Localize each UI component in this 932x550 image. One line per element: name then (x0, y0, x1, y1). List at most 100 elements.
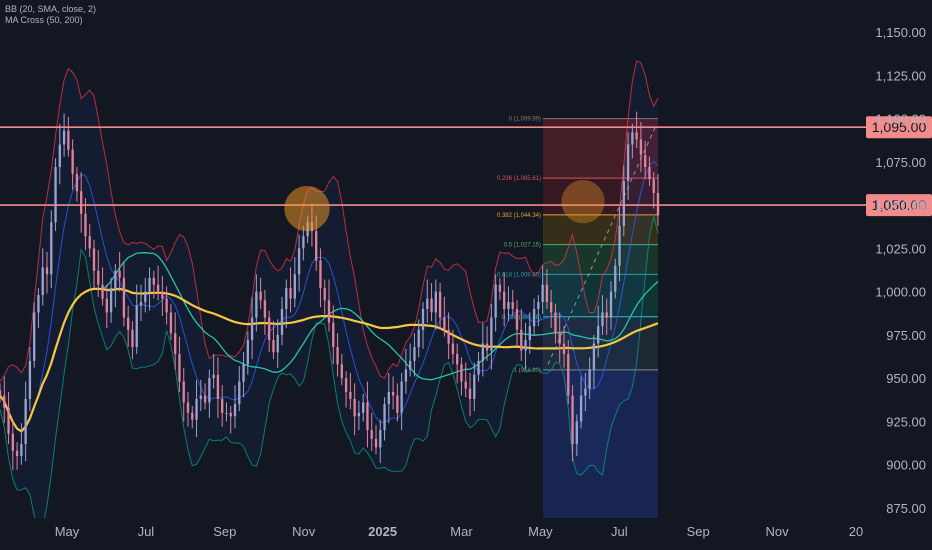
price-axis-label: 925.00 (886, 414, 926, 429)
candle-body (54, 167, 57, 223)
fib-zone (543, 178, 658, 215)
candle-body (238, 381, 241, 405)
candle-body (174, 333, 177, 354)
candle-body (438, 291, 442, 318)
candle-body (268, 317, 271, 341)
candle-body (622, 180, 625, 226)
bb-upper-line (0, 60, 659, 382)
candle-body (430, 298, 433, 313)
candle-body (263, 300, 267, 318)
candle-body (122, 277, 126, 318)
legend-ma-cross[interactable]: MA Cross (50, 200) (5, 15, 83, 25)
candle-body (225, 412, 228, 414)
time-axis-label: 20 (849, 524, 863, 539)
candle-body (50, 222, 53, 275)
candle-body (524, 340, 527, 351)
candle-body (323, 288, 326, 301)
candle-body (332, 322, 335, 348)
candle-body (233, 404, 237, 417)
time-axis-label: Nov (292, 524, 316, 539)
candle-body (490, 317, 493, 351)
time-axis[interactable]: May Jul Sep Nov 2025 Mar May Jul Sep Nov 20 (0, 518, 932, 550)
candle-body (601, 312, 604, 327)
price-tag (866, 116, 932, 139)
candle-body (105, 298, 108, 313)
candle-body (280, 308, 284, 335)
candle-body (652, 179, 655, 193)
price-axis-label: 1,025.00 (875, 241, 926, 256)
fib-level-label: 0.382 (1,044.34) (497, 213, 541, 219)
candle-body (537, 302, 540, 309)
candle-body (507, 302, 510, 309)
price-tag-label: 1,095.00 (872, 119, 927, 135)
candle-body (417, 329, 420, 348)
candle-body (216, 374, 220, 399)
candle-body (498, 284, 502, 292)
candle-body (554, 312, 557, 334)
time-axis-label: Jul (138, 524, 155, 539)
candle-body (28, 360, 32, 399)
legend-bollinger[interactable]: BB (20, SMA, close, 2) (5, 4, 97, 14)
candle-body (383, 404, 386, 431)
price-axis-label: 1,150.00 (875, 25, 926, 40)
horizontal-levels[interactable]: 1,095.00 1,050.00 (0, 116, 932, 217)
fib-zone (543, 274, 658, 317)
candle-body (37, 295, 40, 313)
candle-body (182, 381, 185, 403)
candle-body (528, 326, 531, 341)
candle-body (144, 291, 147, 303)
price-axis-label: 975.00 (886, 328, 926, 343)
candle-body (421, 308, 425, 330)
candle-body (156, 284, 160, 292)
candle-body (131, 329, 134, 348)
candle-body (45, 267, 49, 275)
bb-basis-line (0, 160, 659, 432)
candle-body (588, 369, 591, 389)
candle-body (259, 291, 262, 301)
candle-body (584, 388, 587, 396)
candle-body (285, 288, 288, 309)
candle-body (246, 340, 249, 365)
candle-body (3, 395, 6, 408)
candle-body (195, 398, 198, 420)
price-axis-label: 875.00 (886, 501, 926, 516)
candle-body (609, 291, 613, 318)
candle-body (374, 438, 378, 448)
candle-body (485, 343, 489, 351)
candle-body (481, 343, 484, 361)
candle-body (135, 305, 138, 348)
candle-body (276, 334, 279, 353)
candle-body (451, 343, 455, 354)
time-axis-label: Mar (450, 524, 473, 539)
candle-body (357, 412, 361, 417)
candle-body (289, 288, 292, 299)
candle-body (656, 192, 660, 216)
candle-body (340, 364, 343, 379)
candle-body (592, 343, 596, 370)
candle-body (400, 381, 403, 413)
candle-body (494, 284, 497, 318)
candle-body (605, 312, 608, 318)
candle-body (319, 260, 322, 289)
time-axis-label: Sep (213, 524, 236, 539)
candle-body (370, 430, 373, 439)
candle-body (571, 395, 574, 444)
price-axis[interactable]: 1,150.00 1,125.00 1,100.00 1,075.00 1,050.00… (875, 25, 926, 516)
candle-body (62, 130, 66, 145)
candle-body (165, 298, 168, 313)
annotations (284, 125, 657, 365)
indicator-legend: BB (20, SMA, close, 2) MA Cross (50, 200… (5, 4, 96, 26)
candle-body (349, 392, 352, 399)
price-axis-label: 900.00 (886, 458, 926, 473)
price-tag-label: 1,050.00 (872, 197, 927, 213)
bb-lower-line (0, 216, 659, 529)
candle-body (293, 274, 296, 299)
projection-line (547, 125, 657, 365)
candle-body (477, 360, 480, 375)
candle-body (71, 149, 74, 174)
candle-body (92, 248, 96, 271)
candle-body (186, 402, 190, 413)
fib-zone (543, 118, 658, 179)
price-axis-label: 1,075.00 (875, 155, 926, 170)
